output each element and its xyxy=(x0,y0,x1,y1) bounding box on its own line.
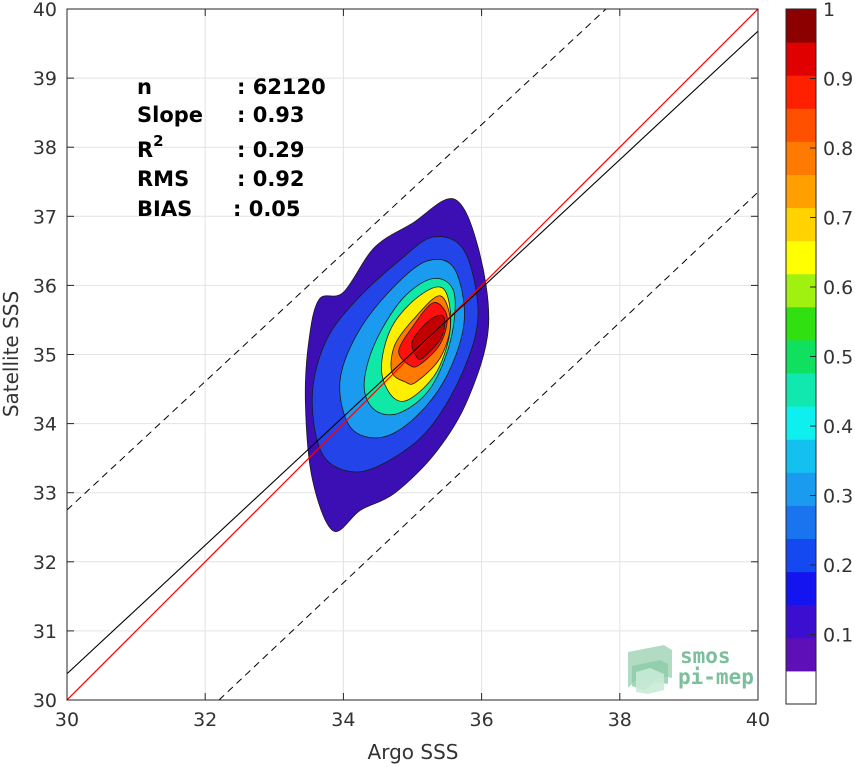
stat-r2-label: R2 xyxy=(137,132,164,162)
identity-line xyxy=(67,9,758,700)
colorbar-segment xyxy=(786,9,816,43)
colorbar-segment xyxy=(786,406,816,440)
stat-n-value: : 62120 xyxy=(237,75,326,99)
colorbar-segment xyxy=(786,637,816,672)
ticks: 30 32 34 36 38 40 30 31 32 33 34 35 36 37 38 39 40 xyxy=(33,0,770,731)
colorbar-segment xyxy=(786,472,816,506)
colorbar-segment xyxy=(786,240,816,275)
colorbar-segment xyxy=(786,75,816,109)
y-tick-label: 31 xyxy=(33,621,57,643)
colorbar-segment xyxy=(786,670,816,705)
colorbar-segment xyxy=(786,273,816,308)
stat-rms-label: RMS xyxy=(137,167,189,191)
y-axis-title: Satellite SSS xyxy=(0,291,23,417)
stat-n-label: n xyxy=(137,75,152,99)
regression-line xyxy=(67,30,758,675)
x-tick-label: 32 xyxy=(193,709,217,731)
y-tick-label: 37 xyxy=(33,206,57,228)
stat-rms-value: : 0.92 xyxy=(237,167,305,191)
colorbar-segment xyxy=(786,373,816,407)
colorbar-segment xyxy=(786,604,816,639)
colorbar-segment xyxy=(786,538,816,573)
colorbar-segment xyxy=(786,439,816,473)
y-tick-label: 30 xyxy=(33,690,57,712)
colorbar-tick-label: 0.3 xyxy=(823,486,853,508)
stats-block: n : 62120 Slope : 0.93 R2 : 0.29 RMS : 0… xyxy=(137,75,326,221)
colorbar-segment xyxy=(786,505,816,540)
y-tick-label: 33 xyxy=(33,483,57,505)
colorbar-segment xyxy=(786,174,816,209)
colorbar-segment xyxy=(786,207,816,242)
colorbar-segment xyxy=(786,42,816,76)
colorbar-segment xyxy=(786,108,816,142)
colorbar-tick-label: 1 xyxy=(823,0,835,21)
colorbar-tick-label: 0.5 xyxy=(823,347,853,369)
x-tick-label: 30 xyxy=(55,709,79,731)
x-axis-title: Argo SSS xyxy=(368,740,459,764)
stat-slope-label: Slope xyxy=(137,103,203,127)
x-tick-label: 38 xyxy=(608,709,632,731)
colorbar-tick-label: 0.8 xyxy=(823,138,853,160)
y-tick-label: 39 xyxy=(33,68,57,90)
stat-slope-value: : 0.93 xyxy=(237,103,305,127)
x-tick-label: 34 xyxy=(331,709,355,731)
colorbar-ticks: 0.1 0.2 0.3 0.4 0.5 0.6 0.7 0.8 0.9 1 xyxy=(810,0,853,647)
colorbar-segment xyxy=(786,306,816,341)
upper-envelope-line xyxy=(67,9,607,511)
y-tick-label: 40 xyxy=(33,0,57,21)
y-tick-label: 32 xyxy=(33,552,57,574)
stat-bias-value: : 0.05 xyxy=(233,197,301,221)
lower-envelope-line xyxy=(218,191,758,700)
reference-lines xyxy=(67,9,758,700)
colorbar xyxy=(786,9,816,705)
colorbar-tick-label: 0.2 xyxy=(823,555,853,577)
y-tick-label: 35 xyxy=(33,345,57,367)
colorbar-tick-label: 0.1 xyxy=(823,625,853,647)
colorbar-tick-label: 0.7 xyxy=(823,208,853,230)
x-tick-label: 36 xyxy=(470,709,494,731)
smos-pi-mep-logo: smos pi-mep xyxy=(628,644,754,694)
stat-r2-superscript: 2 xyxy=(153,132,163,150)
x-tick-label: 40 xyxy=(746,709,770,731)
colorbar-tick-label: 0.9 xyxy=(823,69,853,91)
y-tick-label: 38 xyxy=(33,137,57,159)
colorbar-segment xyxy=(786,141,816,175)
logo-text-line1: smos xyxy=(680,644,731,668)
stat-bias-label: BIAS xyxy=(137,197,192,221)
y-tick-label: 34 xyxy=(33,414,57,436)
y-tick-label: 36 xyxy=(33,275,57,297)
logo-text-line2: pi-mep xyxy=(678,665,754,689)
colorbar-tick-label: 0.4 xyxy=(823,416,853,438)
colorbar-segment xyxy=(786,571,816,606)
colorbar-tick-label: 0.6 xyxy=(823,277,853,299)
stat-r2-value: : 0.29 xyxy=(237,138,305,162)
